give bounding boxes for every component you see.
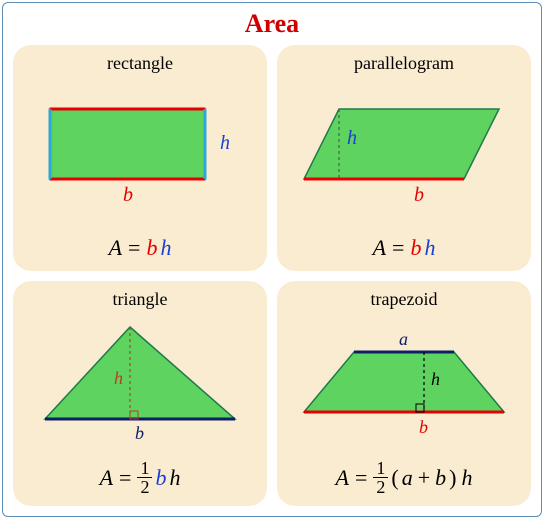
formula-rp: ) bbox=[449, 465, 456, 491]
trap-b-label: b bbox=[419, 417, 428, 437]
rectangle-svg: h b bbox=[35, 99, 245, 209]
trapezoid-shape bbox=[304, 352, 504, 412]
formula-trapezoid: A = 1 2 ( a + b ) h bbox=[336, 459, 473, 496]
formula-eq: = bbox=[125, 235, 143, 261]
formula-plus: + bbox=[416, 465, 432, 491]
diagram-parallelogram: h b bbox=[294, 80, 514, 229]
formula-b: b bbox=[155, 465, 166, 491]
formula-parallelogram: A = b h bbox=[373, 235, 436, 261]
formula-h: h bbox=[424, 235, 435, 261]
para-b-label: b bbox=[414, 184, 424, 206]
frac-num: 1 bbox=[137, 459, 152, 478]
formula-A: A bbox=[373, 235, 386, 261]
formula-A: A bbox=[100, 465, 113, 491]
diagram-frame: Area rectangle h b A = bbox=[2, 2, 542, 517]
formula-a: a bbox=[402, 465, 413, 491]
triangle-svg: h b bbox=[35, 319, 245, 449]
shape-name-trapezoid: trapezoid bbox=[371, 289, 438, 310]
rect-h-label: h bbox=[220, 132, 230, 154]
formula-eq: = bbox=[116, 465, 134, 491]
card-rectangle: rectangle h b A = b h bbox=[13, 45, 267, 271]
shape-grid: rectangle h b A = b h bbox=[13, 45, 531, 506]
formula-lp: ( bbox=[391, 465, 398, 491]
formula-eq: = bbox=[389, 235, 407, 261]
formula-b: b bbox=[435, 465, 446, 491]
shape-name-rectangle: rectangle bbox=[107, 53, 173, 74]
frac-num: 1 bbox=[373, 459, 388, 478]
formula-h: h bbox=[459, 465, 472, 491]
diagram-rectangle: h b bbox=[35, 80, 245, 229]
formula-frac: 1 2 bbox=[373, 459, 388, 496]
diagram-trapezoid: a h b bbox=[294, 316, 514, 454]
frac-den: 2 bbox=[137, 478, 152, 496]
formula-b: b bbox=[410, 235, 421, 261]
tri-h-label: h bbox=[114, 368, 123, 388]
trap-h-label: h bbox=[431, 369, 440, 389]
triangle-shape bbox=[45, 327, 235, 419]
rect-b-label: b bbox=[123, 184, 133, 206]
para-h-label: h bbox=[347, 127, 357, 149]
trap-a-label: a bbox=[399, 329, 408, 349]
shape-name-parallelogram: parallelogram bbox=[354, 53, 454, 74]
card-trapezoid: trapezoid a h b A = 1 2 bbox=[277, 281, 531, 507]
formula-frac: 1 2 bbox=[137, 459, 152, 496]
formula-A: A bbox=[336, 465, 349, 491]
shape-name-triangle: triangle bbox=[113, 289, 168, 310]
card-triangle: triangle h b A = 1 2 b h bbox=[13, 281, 267, 507]
formula-A: A bbox=[109, 235, 122, 261]
card-parallelogram: parallelogram h b A = b h bbox=[277, 45, 531, 271]
trapezoid-svg: a h b bbox=[294, 327, 514, 442]
parallelogram-shape bbox=[304, 109, 499, 179]
formula-h: h bbox=[160, 235, 171, 261]
tri-b-label: b bbox=[135, 423, 144, 443]
formula-eq: = bbox=[352, 465, 370, 491]
page-title: Area bbox=[13, 9, 531, 39]
formula-triangle: A = 1 2 b h bbox=[100, 459, 181, 496]
frac-den: 2 bbox=[373, 478, 388, 496]
rectangle-shape bbox=[50, 109, 205, 179]
parallelogram-svg: h b bbox=[294, 99, 514, 209]
formula-h: h bbox=[169, 465, 180, 491]
formula-rectangle: A = b h bbox=[109, 235, 172, 261]
diagram-triangle: h b bbox=[35, 316, 245, 454]
formula-b: b bbox=[146, 235, 157, 261]
